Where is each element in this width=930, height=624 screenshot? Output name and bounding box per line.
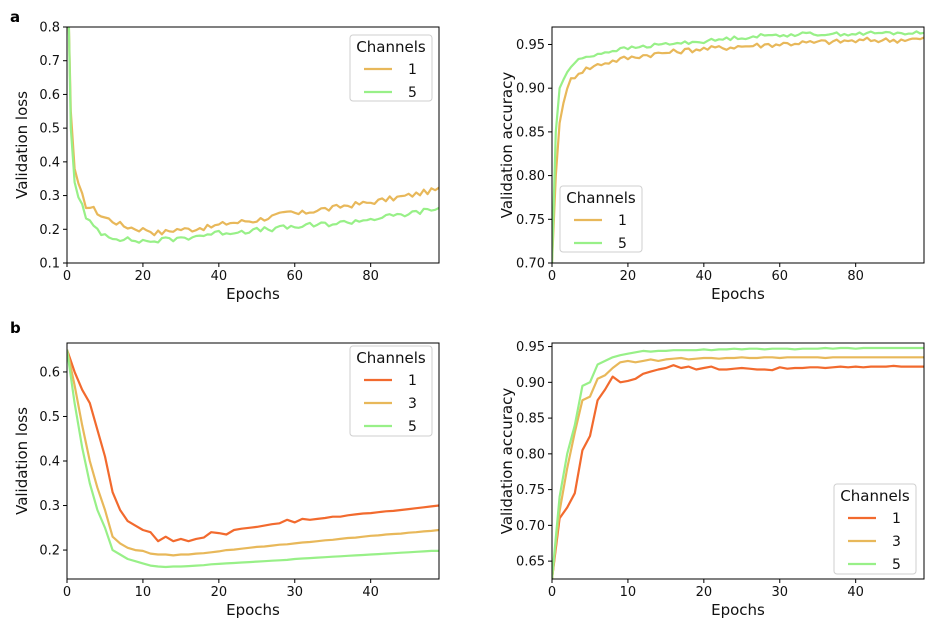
x-tick-label: 20	[696, 585, 713, 600]
y-tick-label: 0.6	[39, 365, 60, 380]
x-tick-label: 20	[211, 585, 228, 600]
y-axis-label: Validation loss	[13, 91, 31, 199]
plot-frame	[551, 342, 925, 580]
x-tick-label: 0	[63, 585, 71, 600]
y-tick-label: 0.3	[39, 499, 60, 514]
x-tick-label: 40	[696, 269, 713, 284]
x-tick-label: 10	[135, 585, 152, 600]
x-tick-label: 80	[847, 269, 864, 284]
y-tick-label: 0.70	[516, 519, 545, 534]
legend: Channels 1 5	[559, 185, 643, 253]
legend-label-5: 5	[408, 85, 417, 101]
y-tick-label: 0.3	[39, 189, 60, 204]
series-line-1	[552, 364, 924, 579]
x-tick-label: 20	[620, 269, 637, 284]
chart-4: 0 10 20 30 40 0.65 0.70 0.75 0.80 0.85 0.90 0.95 Epo…	[498, 340, 925, 619]
panel-label-a: a	[10, 8, 21, 26]
plot-frame	[551, 26, 925, 264]
series-line-5	[67, 27, 439, 244]
y-tick-label: 0.4	[39, 155, 60, 170]
y-tick-label: 0.1	[39, 257, 60, 272]
x-tick-label: 0	[548, 585, 556, 600]
chart-1: 0 20 40 60 80 0.1 0.2 0.3 0.4 0.5 0.6 0.7 0.8 Epochs V…	[13, 21, 440, 303]
x-tick-label: 40	[211, 269, 228, 284]
y-tick-label: 0.2	[39, 223, 60, 238]
x-tick-label: 20	[135, 269, 152, 284]
plot-frame	[66, 26, 440, 264]
y-tick-label: 0.5	[39, 410, 60, 425]
y-tick-label: 0.80	[516, 169, 545, 184]
x-tick-label: 10	[620, 585, 637, 600]
legend-title: Channels	[566, 189, 636, 207]
x-axis-label: Epochs	[711, 601, 765, 619]
legend-label-1: 1	[408, 62, 417, 78]
x-axis-label: Epochs	[711, 285, 765, 303]
series-line-1	[67, 27, 439, 237]
y-axis-label: Validation accuracy	[498, 72, 516, 219]
chart-3: 0 10 20 30 40 0.2 0.3 0.4 0.5 0.6 Epochs Validation…	[13, 342, 440, 619]
legend-label-1: 1	[618, 213, 627, 229]
legend-box	[349, 345, 433, 437]
y-tick-label: 0.85	[516, 412, 545, 427]
x-tick-label: 60	[771, 269, 788, 284]
y-tick-label: 0.75	[516, 213, 545, 228]
legend-title: Channels	[840, 487, 910, 505]
x-tick-label: 0	[63, 269, 71, 284]
legend: Channels 1 5	[349, 34, 433, 102]
series-line-5	[552, 30, 924, 263]
y-tick-label: 0.8	[39, 21, 60, 36]
x-tick-label: 30	[771, 585, 788, 600]
series-line-3	[552, 356, 924, 579]
y-tick-label: 0.95	[516, 38, 545, 53]
series-line-1	[67, 349, 439, 543]
y-tick-label: 0.4	[39, 455, 60, 470]
y-tick-label: 0.90	[516, 82, 545, 97]
legend: Channels 1 3 5	[833, 483, 917, 575]
x-tick-label: 40	[362, 585, 379, 600]
y-tick-label: 0.7	[39, 54, 60, 69]
series-line-3	[67, 349, 439, 557]
legend-label-5: 5	[892, 557, 901, 573]
y-tick-label: 0.95	[516, 340, 545, 355]
legend-label-5: 5	[618, 236, 627, 252]
legend-label-3: 3	[892, 534, 901, 550]
x-axis-label: Epochs	[226, 285, 280, 303]
chart-2: 0 20 40 60 80 0.70 0.75 0.80 0.85 0.90 0.95 Epochs V…	[498, 26, 925, 303]
legend-label-1: 1	[892, 511, 901, 527]
y-tick-label: 0.80	[516, 447, 545, 462]
series-line-1	[552, 36, 924, 263]
x-tick-label: 40	[847, 585, 864, 600]
y-tick-label: 0.85	[516, 125, 545, 140]
legend-label-5: 5	[408, 419, 417, 435]
x-axis-label: Epochs	[226, 601, 280, 619]
x-tick-label: 0	[548, 269, 556, 284]
y-tick-label: 0.75	[516, 483, 545, 498]
y-axis-label: Validation loss	[13, 407, 31, 515]
x-tick-label: 60	[286, 269, 303, 284]
y-axis-label: Validation accuracy	[498, 388, 516, 535]
panel-label-b: b	[10, 319, 21, 337]
legend-box	[833, 483, 917, 575]
y-tick-label: 0.2	[39, 544, 60, 559]
legend-title: Channels	[356, 349, 426, 367]
y-tick-label: 0.90	[516, 376, 545, 391]
series-line-5	[552, 346, 924, 579]
y-tick-label: 0.5	[39, 122, 60, 137]
x-tick-label: 30	[286, 585, 303, 600]
legend-label-3: 3	[408, 396, 417, 412]
series-line-5	[67, 349, 439, 569]
y-tick-label: 0.6	[39, 88, 60, 103]
y-tick-label: 0.65	[516, 555, 545, 570]
legend-label-1: 1	[408, 373, 417, 389]
legend-title: Channels	[356, 38, 426, 56]
y-tick-label: 0.70	[516, 257, 545, 272]
x-tick-label: 80	[362, 269, 379, 284]
legend: Channels 1 3 5	[349, 345, 433, 437]
